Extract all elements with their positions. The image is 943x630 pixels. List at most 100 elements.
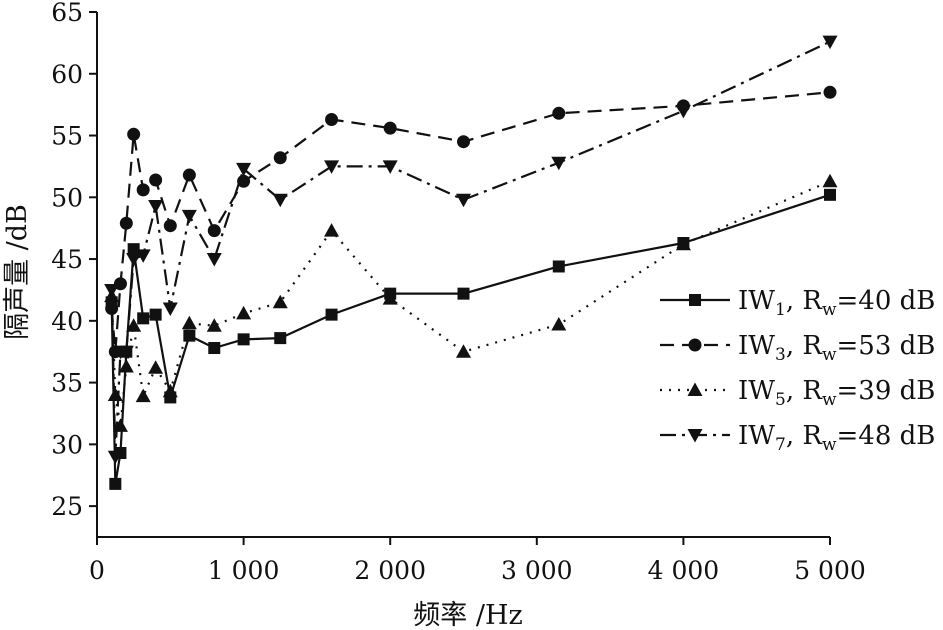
data-point bbox=[119, 216, 133, 230]
legend-item: IW7, Rw=48 dB bbox=[660, 421, 935, 455]
legend-item: IW3, Rw=53 dB bbox=[660, 331, 935, 365]
y-tick-label: 55 bbox=[51, 122, 83, 151]
data-point bbox=[456, 344, 471, 358]
data-point bbox=[183, 329, 196, 342]
data-point bbox=[236, 162, 252, 177]
legend-label: IW5, Rw=39 dB bbox=[738, 376, 935, 410]
data-point bbox=[127, 243, 140, 256]
data-point bbox=[551, 317, 567, 331]
series-line bbox=[110, 40, 831, 458]
data-point bbox=[135, 249, 151, 263]
legend: IW1, Rw=40 dB IW3, Rw=53 dB IW5, Rw=39 dB I… bbox=[660, 286, 935, 455]
y-tick-label: 60 bbox=[51, 60, 83, 89]
data-point bbox=[135, 388, 151, 403]
y-tick-label: 45 bbox=[51, 245, 83, 274]
data-point bbox=[551, 156, 567, 171]
data-point bbox=[118, 345, 134, 360]
data-point bbox=[109, 477, 122, 490]
axes: 25 30 35 40 45 50 55 60 65 0 1 000 2 000 3 000 4 000 5… bbox=[51, 0, 866, 585]
data-point bbox=[104, 283, 120, 298]
data-point bbox=[236, 305, 252, 320]
series-line bbox=[110, 193, 831, 485]
x-tick-label: 5 000 bbox=[794, 556, 866, 585]
data-point bbox=[824, 188, 836, 201]
series-2 bbox=[105, 85, 837, 359]
series-3 bbox=[104, 173, 838, 432]
data-point bbox=[208, 342, 221, 354]
y-tick-label: 50 bbox=[51, 183, 83, 212]
legend-marker bbox=[688, 338, 702, 352]
x-tick-label: 0 bbox=[89, 556, 105, 585]
data-point bbox=[237, 174, 251, 188]
data-point bbox=[552, 260, 565, 273]
data-point bbox=[272, 294, 288, 309]
data-point bbox=[325, 308, 338, 321]
data-point bbox=[324, 160, 340, 174]
data-point bbox=[118, 359, 134, 373]
data-point bbox=[207, 224, 221, 238]
data-point bbox=[383, 121, 397, 135]
legend-marker bbox=[687, 429, 703, 443]
y-axis-label: 隔声量 /dB bbox=[2, 204, 33, 340]
legend-label: IW7, Rw=48 dB bbox=[738, 421, 935, 455]
data-point bbox=[105, 301, 119, 315]
data-point bbox=[182, 168, 196, 182]
data-point bbox=[272, 193, 288, 208]
data-point bbox=[126, 253, 142, 267]
legend-marker bbox=[689, 294, 701, 306]
x-tick-label: 4 000 bbox=[648, 556, 720, 585]
data-point bbox=[127, 127, 141, 141]
y-tick-label: 40 bbox=[51, 307, 83, 336]
data-point bbox=[237, 333, 250, 346]
series-line bbox=[110, 180, 831, 427]
data-point bbox=[149, 173, 163, 187]
data-point bbox=[457, 287, 470, 300]
legend-label: IW1, Rw=40 dB bbox=[738, 286, 935, 320]
series-4 bbox=[104, 35, 838, 465]
y-tick-label: 65 bbox=[51, 0, 83, 27]
data-point bbox=[107, 450, 123, 465]
series-line bbox=[110, 91, 831, 353]
data-point bbox=[162, 383, 178, 398]
data-point bbox=[822, 35, 838, 50]
data-point bbox=[382, 291, 398, 305]
y-tick-label: 35 bbox=[51, 369, 83, 398]
data-point bbox=[325, 112, 339, 126]
data-point bbox=[107, 387, 123, 401]
data-point bbox=[148, 199, 164, 214]
x-tick-label: 3 000 bbox=[501, 556, 573, 585]
data-point bbox=[206, 318, 222, 332]
legend-item: IW1, Rw=40 dB bbox=[660, 286, 935, 320]
data-point bbox=[457, 135, 470, 149]
data-point bbox=[126, 318, 142, 332]
series-layer bbox=[104, 35, 838, 490]
data-point bbox=[206, 253, 222, 267]
data-point bbox=[552, 106, 566, 120]
data-point bbox=[148, 360, 164, 374]
data-point bbox=[181, 315, 197, 330]
x-tick-label: 2 000 bbox=[354, 556, 426, 585]
data-point bbox=[324, 223, 340, 237]
x-tick-label: 1 000 bbox=[208, 556, 280, 585]
data-point bbox=[675, 104, 691, 119]
data-point bbox=[456, 193, 471, 208]
data-point bbox=[162, 302, 178, 316]
data-point bbox=[137, 312, 150, 325]
data-point bbox=[382, 160, 398, 174]
x-axis-label: 频率 /Hz bbox=[413, 600, 522, 630]
y-tick-label: 25 bbox=[51, 492, 83, 521]
data-point bbox=[163, 219, 177, 233]
data-point bbox=[181, 209, 197, 224]
data-point bbox=[823, 85, 837, 99]
y-tick-label: 30 bbox=[51, 430, 83, 459]
data-point bbox=[273, 151, 287, 165]
data-point bbox=[149, 308, 162, 321]
data-point bbox=[822, 173, 838, 188]
data-point bbox=[675, 236, 691, 251]
legend-label: IW3, Rw=53 dB bbox=[738, 331, 935, 365]
data-point bbox=[136, 183, 150, 197]
legend-item: IW5, Rw=39 dB bbox=[660, 376, 935, 410]
legend-marker bbox=[687, 382, 703, 396]
data-point bbox=[274, 332, 287, 345]
